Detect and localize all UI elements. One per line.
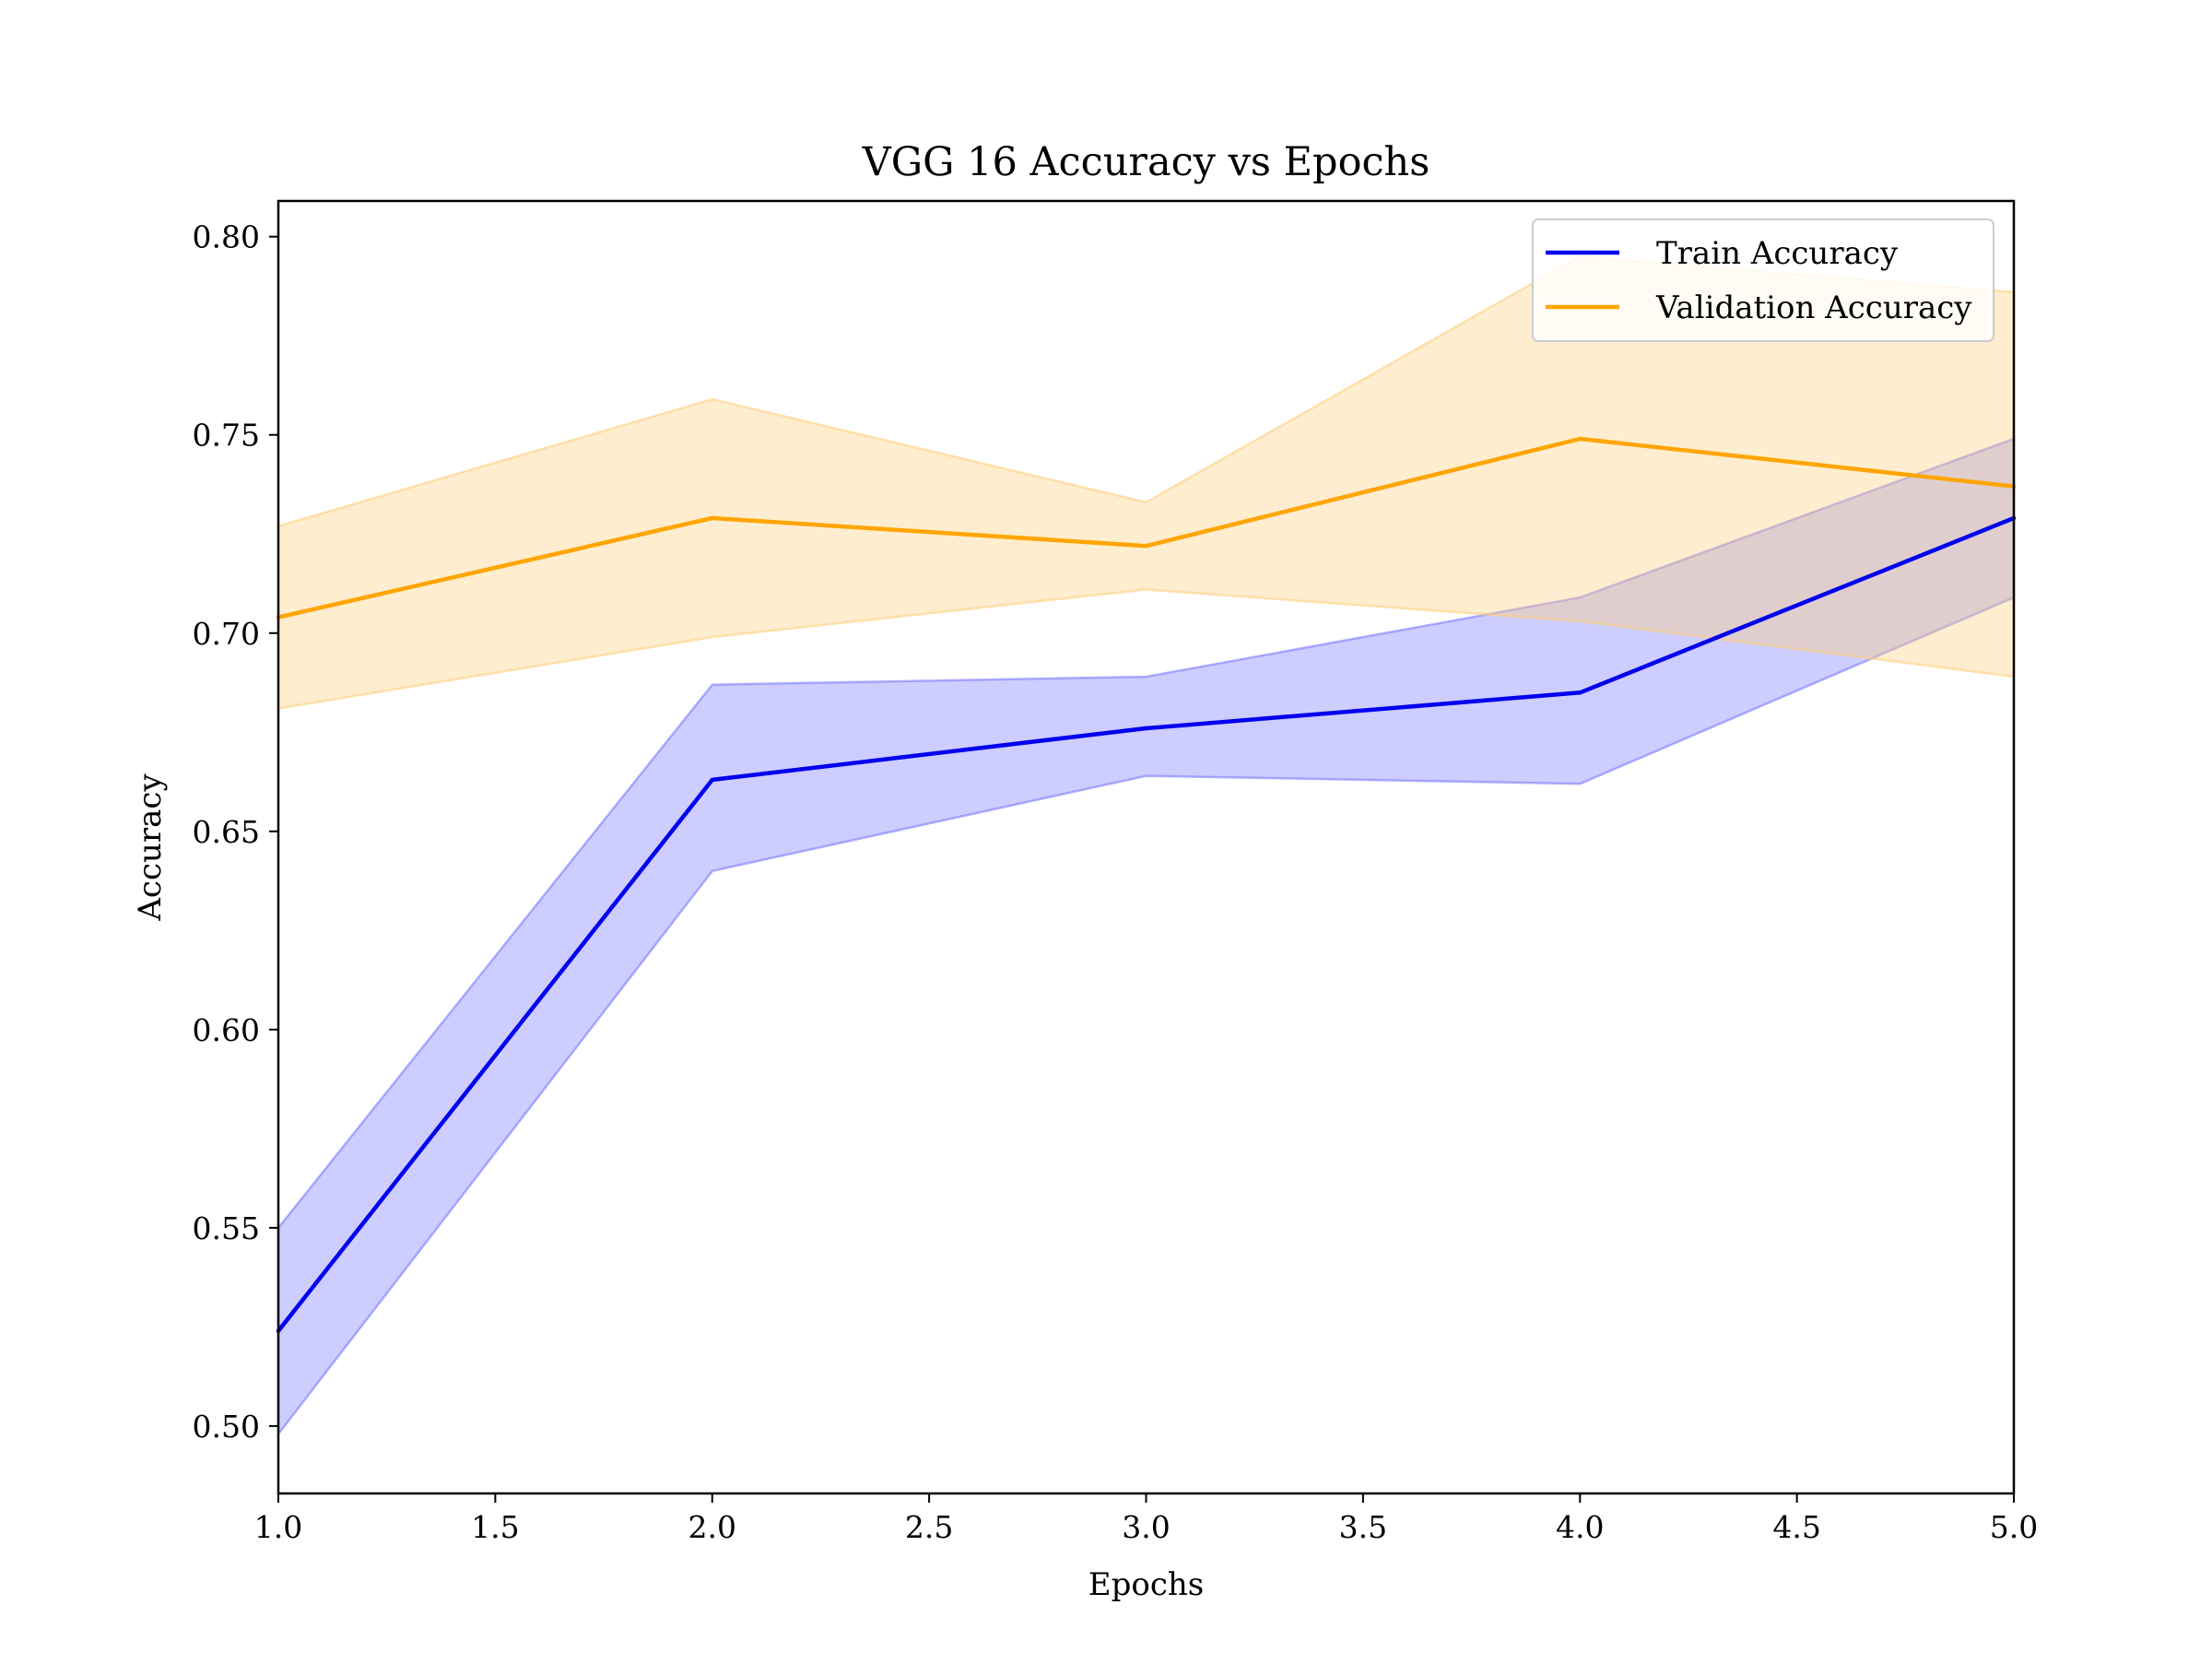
legend: Train Accuracy Validation Accuracy xyxy=(1532,218,1994,342)
y-axis-ticks: 0.50 0.55 0.60 0.65 0.70 0.75 0.80 xyxy=(193,219,278,1445)
chart-title: VGG 16 Accuracy vs Epochs xyxy=(862,139,1430,185)
confidence-bands xyxy=(276,254,2016,1438)
x-tick-label: 2.5 xyxy=(905,1509,953,1545)
y-axis-label: Accuracy xyxy=(132,773,169,922)
y-tick-label: 0.80 xyxy=(193,219,260,255)
y-tick-label: 0.60 xyxy=(193,1012,260,1048)
y-tick-label: 0.75 xyxy=(193,418,260,454)
legend-box xyxy=(1532,218,1994,342)
x-tick-label: 5.0 xyxy=(1990,1509,2038,1545)
x-axis-label: Epochs xyxy=(1088,1566,1204,1603)
x-tick-label: 1.0 xyxy=(254,1509,302,1545)
point-train-2 xyxy=(710,777,714,783)
x-tick-label: 2.0 xyxy=(688,1509,736,1545)
x-tick-label: 3.0 xyxy=(1122,1509,1170,1545)
point-validation-3 xyxy=(1144,544,1148,549)
x-axis-ticks: 1.0 1.5 2.0 2.5 3.0 3.5 4.0 4.5 5.0 xyxy=(254,1493,2038,1545)
y-tick-label: 0.50 xyxy=(193,1409,260,1445)
y-tick-label: 0.70 xyxy=(193,616,260,652)
legend-label-train: Train Accuracy xyxy=(1656,235,1899,272)
legend-label-validation: Validation Accuracy xyxy=(1655,289,1972,326)
point-train-4 xyxy=(1578,690,1583,695)
x-tick-label: 4.5 xyxy=(1772,1509,1820,1545)
x-tick-label: 3.5 xyxy=(1339,1509,1387,1545)
x-tick-label: 1.5 xyxy=(471,1509,519,1545)
point-validation-4 xyxy=(1578,436,1583,442)
x-tick-label: 4.0 xyxy=(1556,1509,1604,1545)
point-train-3 xyxy=(1144,726,1148,731)
y-tick-label: 0.65 xyxy=(193,814,260,850)
y-tick-label: 0.55 xyxy=(193,1210,260,1246)
point-validation-2 xyxy=(710,515,714,521)
